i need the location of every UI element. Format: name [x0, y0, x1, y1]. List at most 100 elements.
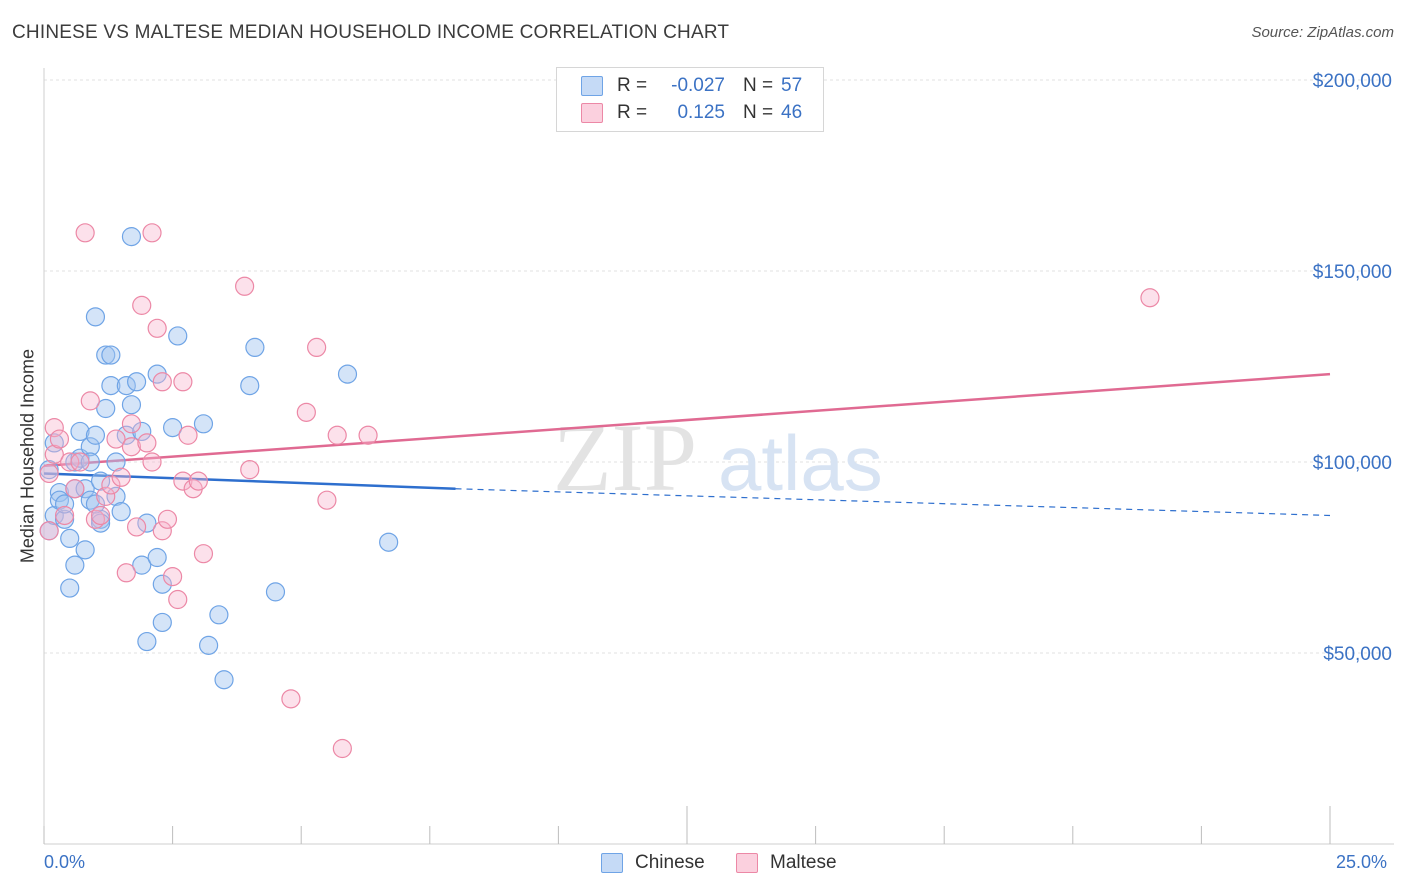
point-maltese — [75, 223, 95, 243]
point-chinese — [337, 364, 358, 384]
point-chinese — [44, 433, 64, 453]
legend-r-value: -0.027 — [671, 75, 725, 96]
point-chinese — [60, 578, 80, 598]
y-tick-label: $150,000 — [1313, 262, 1392, 283]
point-chinese — [209, 605, 229, 625]
point-chinese — [65, 555, 85, 575]
point-maltese — [142, 223, 162, 243]
point-maltese — [147, 318, 167, 338]
point-maltese — [152, 521, 172, 541]
point-chinese — [101, 345, 121, 365]
legend-row-chinese: R = -0.027 N = 57 — [581, 74, 802, 98]
point-chinese — [199, 635, 219, 655]
point-maltese — [60, 452, 80, 472]
point-chinese — [96, 345, 116, 365]
legend-r-label: R = — [617, 102, 648, 123]
point-maltese — [126, 517, 147, 537]
point-chinese — [152, 574, 172, 594]
point-chinese — [240, 376, 260, 396]
point-maltese — [235, 276, 255, 296]
point-chinese — [90, 513, 111, 533]
point-maltese — [121, 414, 142, 434]
watermark: ZIP atlas — [553, 404, 883, 511]
point-maltese — [163, 566, 183, 587]
point-maltese — [54, 505, 75, 526]
point-maltese — [152, 372, 172, 392]
point-maltese — [106, 429, 126, 449]
point-maltese — [111, 467, 131, 487]
y-tick-label: $100,000 — [1313, 453, 1392, 474]
legend-r-label: R = — [617, 75, 648, 96]
point-maltese — [307, 337, 327, 357]
point-chinese — [121, 395, 142, 415]
point-chinese — [132, 421, 152, 442]
point-maltese — [39, 521, 59, 541]
bottom-legend-swatch-chinese — [601, 853, 623, 873]
correlation-legend: R = -0.027 N = 57 R = 0.125 N = 46 — [556, 67, 824, 132]
point-chinese — [101, 376, 121, 396]
x-tick-label-max: 25.0% — [1336, 852, 1388, 872]
axes — [43, 68, 1394, 845]
legend-n-label: N = — [743, 102, 774, 123]
y-tick-labels: $50,000 $100,000 $150,000 $200,000 — [1313, 71, 1392, 665]
point-chinese — [116, 425, 136, 445]
bottom-legend-chinese: Chinese — [601, 852, 705, 874]
y-tick-label: $50,000 — [1323, 644, 1392, 665]
point-chinese — [85, 494, 106, 514]
point-chinese — [106, 486, 126, 506]
bottom-legend-label-maltese: Maltese — [770, 852, 837, 873]
point-chinese — [80, 452, 100, 472]
point-chinese — [90, 471, 111, 491]
point-chinese — [116, 376, 136, 396]
point-maltese — [132, 295, 152, 315]
chart-source: Source: ZipAtlas.com — [1251, 24, 1394, 41]
point-chinese — [132, 555, 152, 575]
point-chinese — [126, 372, 147, 392]
legend-n-value: 46 — [781, 102, 803, 123]
point-chinese — [80, 490, 100, 510]
point-maltese — [193, 544, 214, 564]
point-maltese — [168, 589, 188, 610]
point-chinese — [265, 582, 286, 602]
point-maltese — [39, 463, 59, 484]
trend-line-chinese-extrapolated — [455, 488, 1331, 517]
bottom-legend-maltese: Maltese — [736, 852, 837, 874]
point-maltese — [142, 452, 162, 472]
legend-swatch-chinese — [581, 76, 603, 96]
point-chinese — [85, 307, 106, 327]
bottom-legend-label-chinese: Chinese — [635, 852, 705, 873]
point-maltese — [101, 475, 121, 495]
point-chinese — [152, 612, 172, 633]
point-maltese — [281, 689, 301, 709]
point-maltese — [65, 479, 85, 499]
point-chinese — [70, 421, 90, 442]
point-chinese — [80, 437, 100, 457]
point-chinese — [214, 670, 234, 690]
point-chinese — [121, 227, 142, 247]
point-maltese — [296, 402, 316, 422]
point-maltese — [178, 425, 198, 445]
point-maltese — [327, 425, 347, 445]
point-maltese — [173, 372, 193, 392]
point-maltese — [80, 391, 100, 411]
point-chinese — [106, 452, 126, 472]
bottom-legend-swatch-maltese — [736, 853, 758, 873]
trend-line-maltese — [43, 372, 1331, 468]
watermark-atlas: atlas — [718, 419, 883, 507]
point-maltese — [173, 471, 193, 491]
legend-r-value: 0.125 — [677, 102, 725, 123]
point-maltese — [116, 563, 136, 583]
point-maltese — [188, 471, 208, 491]
point-chinese — [75, 479, 95, 499]
point-chinese — [49, 490, 70, 510]
point-chinese — [75, 540, 95, 560]
point-maltese — [49, 429, 70, 449]
x-tick-label-min: 0.0% — [44, 852, 86, 872]
point-maltese — [1140, 288, 1160, 308]
point-maltese — [157, 509, 178, 529]
legend-n-value: 57 — [781, 75, 803, 96]
point-chinese — [49, 482, 70, 503]
point-maltese — [85, 509, 106, 529]
point-chinese — [163, 418, 183, 438]
